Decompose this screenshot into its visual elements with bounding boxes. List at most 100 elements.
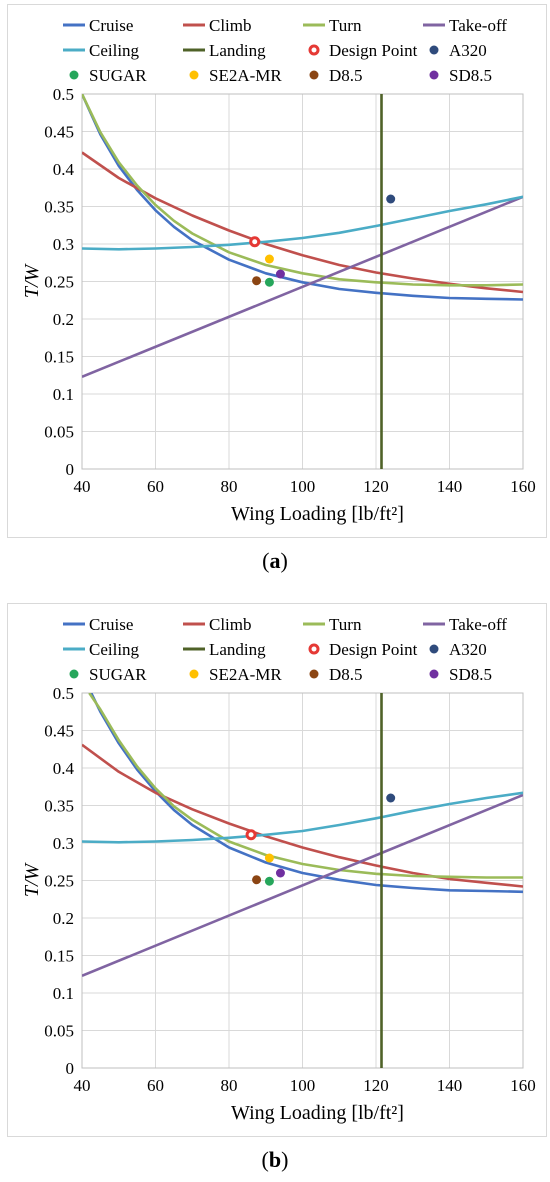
- chart0-xtick-label: 140: [437, 477, 463, 496]
- chart1-legend-swatch-design-point: [308, 643, 320, 655]
- chart0-legend-label-ceiling: Ceiling: [89, 41, 140, 60]
- chart0-plot-frame: [81, 93, 524, 470]
- chart1-point-sd8-5: [275, 868, 285, 878]
- chart1-legend-item-sugar: SUGAR: [69, 665, 147, 684]
- chart0-xtick-label: 60: [147, 477, 164, 496]
- chart1-ytick-label: 0.4: [53, 759, 75, 778]
- chart0-point-a320: [386, 194, 396, 204]
- chart0-legend-item-turn: Turn: [303, 16, 362, 35]
- chart0-legend-item-sd8-5: SD8.5: [429, 66, 492, 85]
- chart1-legend-label-ceiling: Ceiling: [89, 640, 140, 659]
- chart1-ytick-label: 0.25: [44, 872, 74, 891]
- chart0-legend-swatch-sugar: [69, 70, 79, 80]
- chart1-ytick-label: 0.35: [44, 797, 74, 816]
- chart1-xtick-label: 120: [363, 1076, 389, 1095]
- chart1-legend-swatch-d8-5: [309, 669, 319, 679]
- chart1-legend-item-se2a-mr: SE2A-MR: [189, 665, 282, 684]
- chart0-legend-swatch-d8-5: [309, 70, 319, 80]
- chart0-legend-label-sd8-5: SD8.5: [449, 66, 492, 85]
- chart0-point-design-point: [249, 236, 261, 248]
- caption-b-open: (: [261, 1147, 269, 1172]
- caption-b-letter: b: [268, 1147, 282, 1172]
- chart1-xtick-label: 100: [290, 1076, 316, 1095]
- chart0-legend-label-cruise: Cruise: [89, 16, 133, 35]
- chart0-x-axis-title: Wing Loading [lb/ft²]: [231, 503, 404, 525]
- chart1-legend-label-take-off: Take-off: [449, 615, 507, 634]
- chart1-plot-frame: [81, 692, 524, 1069]
- chart1-series-take-off: [82, 793, 523, 978]
- chart1-xtick-label: 160: [510, 1076, 536, 1095]
- chart0-ytick-label: 0.25: [44, 273, 74, 292]
- caption-a-letter: a: [269, 548, 281, 573]
- chart0-series-cruise: [82, 94, 523, 301]
- chart0-point-d8-5: [252, 276, 262, 286]
- chart0-ytick-label: 0.5: [53, 85, 74, 104]
- chart0-ytick-label: 0.35: [44, 198, 74, 217]
- caption-a-close: ): [280, 548, 288, 573]
- chart1-legend-item-landing: Landing: [183, 640, 266, 659]
- chart0-point-se2a-mr: [264, 254, 274, 264]
- chart1-legend-item-ceiling: Ceiling: [63, 640, 140, 659]
- chart0-series-climb: [82, 151, 523, 294]
- chart1-xtick-label: 40: [74, 1076, 91, 1095]
- chart1-legend-item-cruise: Cruise: [63, 615, 133, 634]
- chart-a-svg: 0 0.05 0.1 0.15 0.2 0.25 0.3 0.35 0.4 0.45 0.5 40 60…: [21, 16, 536, 525]
- chart0-legend-swatch-se2a-mr: [189, 70, 199, 80]
- chart1-ytick-label: 0.1: [53, 984, 74, 1003]
- chart1-legend-swatch-a320: [429, 644, 439, 654]
- chart1-legend-label-design-point: Design Point: [329, 640, 418, 659]
- chart1-legend-label-turn: Turn: [329, 615, 362, 634]
- chart1-legend-swatch-se2a-mr: [189, 669, 199, 679]
- chart0-legend-item-climb: Climb: [183, 16, 252, 35]
- chart1-legend-item-turn: Turn: [303, 615, 362, 634]
- caption-a-open: (: [262, 548, 270, 573]
- chart1-ytick-label: 0.2: [53, 909, 74, 928]
- chart0-legend-label-turn: Turn: [329, 16, 362, 35]
- chart1-legend-label-d8-5: D8.5: [329, 665, 363, 684]
- chart1-point-a320: [386, 793, 396, 803]
- chart1-xtick-label: 80: [221, 1076, 238, 1095]
- chart1-legend-swatch-sugar: [69, 669, 79, 679]
- chart1-legend-label-climb: Climb: [209, 615, 252, 634]
- chart0-legend-label-design-point: Design Point: [329, 41, 418, 60]
- chart1-ytick-label: 0: [66, 1059, 75, 1078]
- chart0-legend-item-a320: A320: [429, 41, 487, 60]
- chart0-xtick-label: 40: [74, 477, 91, 496]
- chart1-series-climb: [82, 743, 523, 888]
- chart0-ytick-label: 0.15: [44, 348, 74, 367]
- chart0-legend-item-se2a-mr: SE2A-MR: [189, 66, 282, 85]
- chart1-legend-item-design-point: Design Point: [308, 640, 418, 659]
- chart1-series-ceiling: [82, 791, 523, 844]
- chart0-ytick-label: 0.2: [53, 310, 74, 329]
- chart0-legend-item-design-point: Design Point: [308, 41, 418, 60]
- chart1-xtick-label: 60: [147, 1076, 164, 1095]
- chart-panel-b: 0 0.05 0.1 0.15 0.2 0.25 0.3 0.35 0.4 0.45 0.5 40 60…: [7, 603, 547, 1137]
- chart0-ytick-label: 0.45: [44, 123, 74, 142]
- chart1-y-axis-title: T/W: [21, 861, 43, 897]
- chart0-legend-label-a320: A320: [449, 41, 487, 60]
- caption-b: (b): [0, 1147, 550, 1173]
- chart1-point-sugar: [264, 876, 274, 886]
- chart0-ytick-label: 0.4: [53, 160, 75, 179]
- chart1-legend-swatch-sd8-5: [429, 669, 439, 679]
- chart0-point-sugar: [264, 277, 274, 287]
- chart1-point-d8-5: [252, 875, 262, 885]
- chart1-legend-label-sd8-5: SD8.5: [449, 665, 492, 684]
- caption-a: (a): [0, 548, 550, 574]
- chart0-legend-label-climb: Climb: [209, 16, 252, 35]
- chart1-ytick-label: 0.3: [53, 834, 74, 853]
- chart0-xtick-label: 120: [363, 477, 389, 496]
- chart1-ytick-label: 0.5: [53, 684, 74, 703]
- chart1-legend-label-cruise: Cruise: [89, 615, 133, 634]
- chart1-legend-item-take-off: Take-off: [423, 615, 507, 634]
- chart0-ytick-label: 0: [66, 460, 75, 479]
- chart1-ytick-label: 0.05: [44, 1022, 74, 1041]
- chart0-legend-label-se2a-mr: SE2A-MR: [209, 66, 282, 85]
- chart0-y-axis-title: T/W: [21, 262, 43, 298]
- chart0-series-ceiling: [82, 195, 523, 251]
- chart0-ytick-label: 0.1: [53, 385, 74, 404]
- chart0-legend-item-landing: Landing: [183, 41, 266, 60]
- chart0-legend-swatch-sd8-5: [429, 70, 439, 80]
- caption-b-close: ): [281, 1147, 289, 1172]
- chart1-legend-item-d8-5: D8.5: [309, 665, 363, 684]
